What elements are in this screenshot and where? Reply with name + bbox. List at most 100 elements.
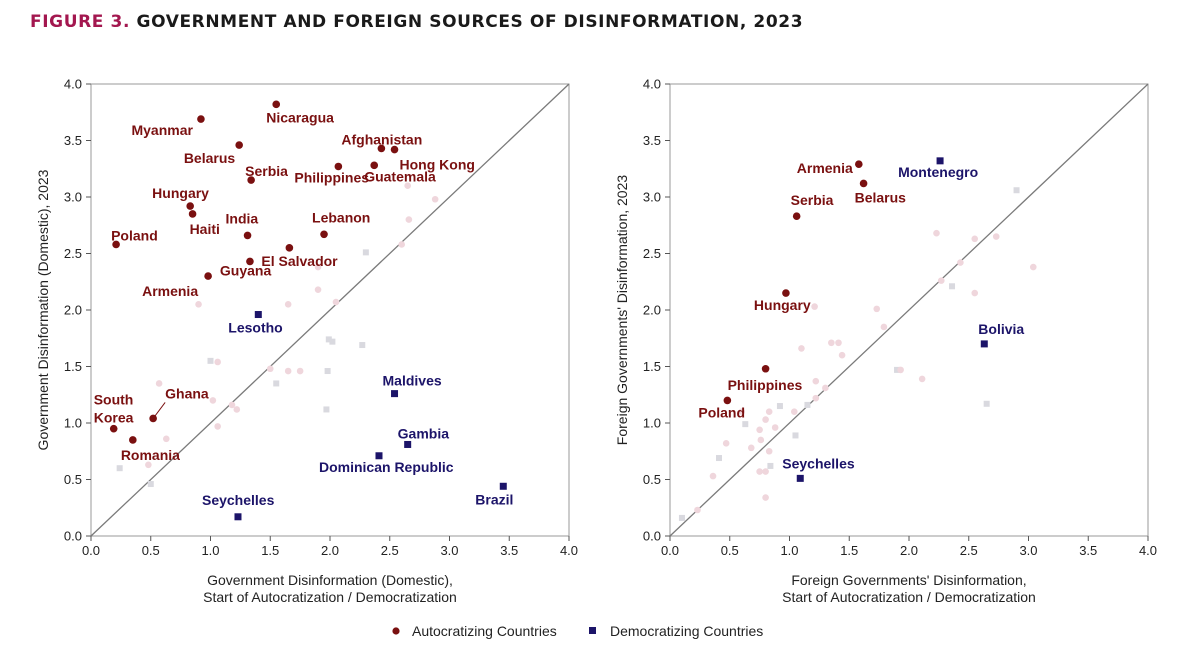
x-tick-label: 0.0 <box>661 543 679 558</box>
background-square-point <box>678 514 685 521</box>
y-tick-label: 0.5 <box>643 472 661 487</box>
diagonal-line <box>669 83 1149 537</box>
y-tick-label: 3.0 <box>643 190 661 205</box>
autocratizing-point-romania <box>129 436 137 444</box>
point-label-dominican-republic: Dominican Republic <box>319 459 454 475</box>
autocratizing-point-poland <box>723 396 732 405</box>
y-tick-label: 3.0 <box>64 190 82 205</box>
background-circle-point <box>209 397 217 404</box>
background-circle-point <box>233 406 241 413</box>
autocratizing-point-india <box>243 231 252 240</box>
background-circle-point <box>284 367 292 375</box>
background-circle-point <box>828 339 835 347</box>
autocratizing-point-poland <box>112 240 120 249</box>
background-square-point <box>116 465 123 472</box>
point-label-myanmar: Myanmar <box>131 122 193 138</box>
democratizing-point-gambia <box>404 440 412 448</box>
x-tick-label: 1.5 <box>840 543 858 558</box>
point-label-romania: Romania <box>121 447 180 463</box>
background-circle-point <box>798 345 805 352</box>
point-label-armenia: Armenia <box>797 160 853 176</box>
y-tick-label: 1.0 <box>64 416 82 431</box>
background-circle-point <box>398 241 406 248</box>
background-circle-point <box>756 426 763 434</box>
figure-title-text: GOVERNMENT AND FOREIGN SOURCES OF DISINF… <box>136 12 804 32</box>
autocratizing-point-philippines <box>334 162 343 171</box>
background-circle-point <box>790 408 798 416</box>
background-circle-point <box>897 366 904 374</box>
background-circle-point <box>214 358 221 366</box>
background-circle-point <box>765 408 773 416</box>
background-circle-point <box>162 435 170 443</box>
background-circle-point <box>771 424 779 431</box>
background-circle-point <box>738 408 745 416</box>
background-circle-point <box>812 394 820 402</box>
x-tick-label: 3.0 <box>1019 543 1037 558</box>
background-circle-point <box>214 423 221 430</box>
y-tick-label: 2.5 <box>643 246 661 261</box>
figure-number: FIGURE 3. <box>30 12 131 32</box>
x-tick-label: 2.5 <box>381 543 399 558</box>
x-tick-label: 0.5 <box>721 543 739 558</box>
point-label-montenegro: Montenegro <box>898 164 978 180</box>
democratizing-point-seychelles <box>234 513 242 521</box>
background-circle-point <box>880 323 888 331</box>
background-square-point <box>325 336 332 343</box>
point-label-hong-kong: Hong Kong <box>400 157 475 173</box>
autocratizing-point-haiti <box>188 210 197 218</box>
background-square-point <box>329 338 336 345</box>
autocratizing-point-serbia <box>247 176 255 184</box>
x-tick-label: 2.0 <box>321 543 339 558</box>
point-label-guyana: Guyana <box>220 262 272 278</box>
point-label-lesotho: Lesotho <box>228 320 282 336</box>
point-label-haiti: Haiti <box>190 221 220 237</box>
y-tick-label: 3.5 <box>64 133 82 148</box>
background-square-point <box>362 249 369 256</box>
autocratizing-point-afghanistan <box>377 144 386 153</box>
y-tick-label: 0.0 <box>64 529 82 544</box>
background-circle-point <box>145 461 152 469</box>
background-circle-point <box>762 494 769 501</box>
background-square-point <box>273 380 280 387</box>
democratizing-point-lesotho <box>254 311 262 319</box>
autocratizing-point-hungary <box>186 202 194 210</box>
background-circle-point <box>918 375 926 383</box>
background-circle-point <box>822 384 829 392</box>
background-circle-point <box>314 263 322 271</box>
autocratizing-point-belarus <box>859 179 868 188</box>
point-label-philippines: Philippines <box>294 169 369 185</box>
democratizing-point-seychelles <box>796 474 804 482</box>
x-tick-label: 1.0 <box>201 543 219 558</box>
point-label-seychelles: Seychelles <box>202 492 275 508</box>
background-square-point <box>207 357 214 364</box>
background-circle-point <box>971 235 979 243</box>
y-axis-label: Government Disinformation (Domestic), 20… <box>35 169 51 450</box>
background-circle-point <box>694 506 701 514</box>
point-label-brazil: Brazil <box>475 491 513 507</box>
democratizing-point-brazil <box>499 482 507 490</box>
background-square-point <box>792 432 799 439</box>
background-circle-point <box>812 377 820 385</box>
y-tick-label: 1.5 <box>643 359 661 374</box>
point-label-poland: Poland <box>111 227 158 243</box>
x-tick-label: 3.5 <box>500 543 518 558</box>
background-circle-point <box>266 365 274 373</box>
background-circle-point <box>195 301 202 308</box>
y-tick-label: 2.0 <box>643 303 661 318</box>
background-square-point <box>804 401 811 408</box>
democratizing-point-montenegro <box>936 157 944 165</box>
background-square-point <box>359 342 366 349</box>
point-label-gambia: Gambia <box>398 425 450 441</box>
background-square-point <box>949 283 956 290</box>
legend: Autocratizing Countries Democratizing Co… <box>392 623 763 639</box>
background-square-point <box>1013 187 1020 194</box>
right-scatter-panel: 0.00.0 0.5 0.5 1.0 1.0 1.5 1.5 2.0 2.0 2.5 2.5 3.0 3… <box>614 77 1157 606</box>
point-label-nicaragua: Nicaragua <box>266 109 334 125</box>
y-tick-label: 2.0 <box>64 303 82 318</box>
y-tick-label: 1.5 <box>64 359 82 374</box>
x-tick-label: 4.0 <box>560 543 578 558</box>
x-tick-label: 3.5 <box>1079 543 1097 558</box>
autocratizing-point-myanmar <box>197 115 205 123</box>
autocratizing-point-armenia <box>855 160 863 169</box>
